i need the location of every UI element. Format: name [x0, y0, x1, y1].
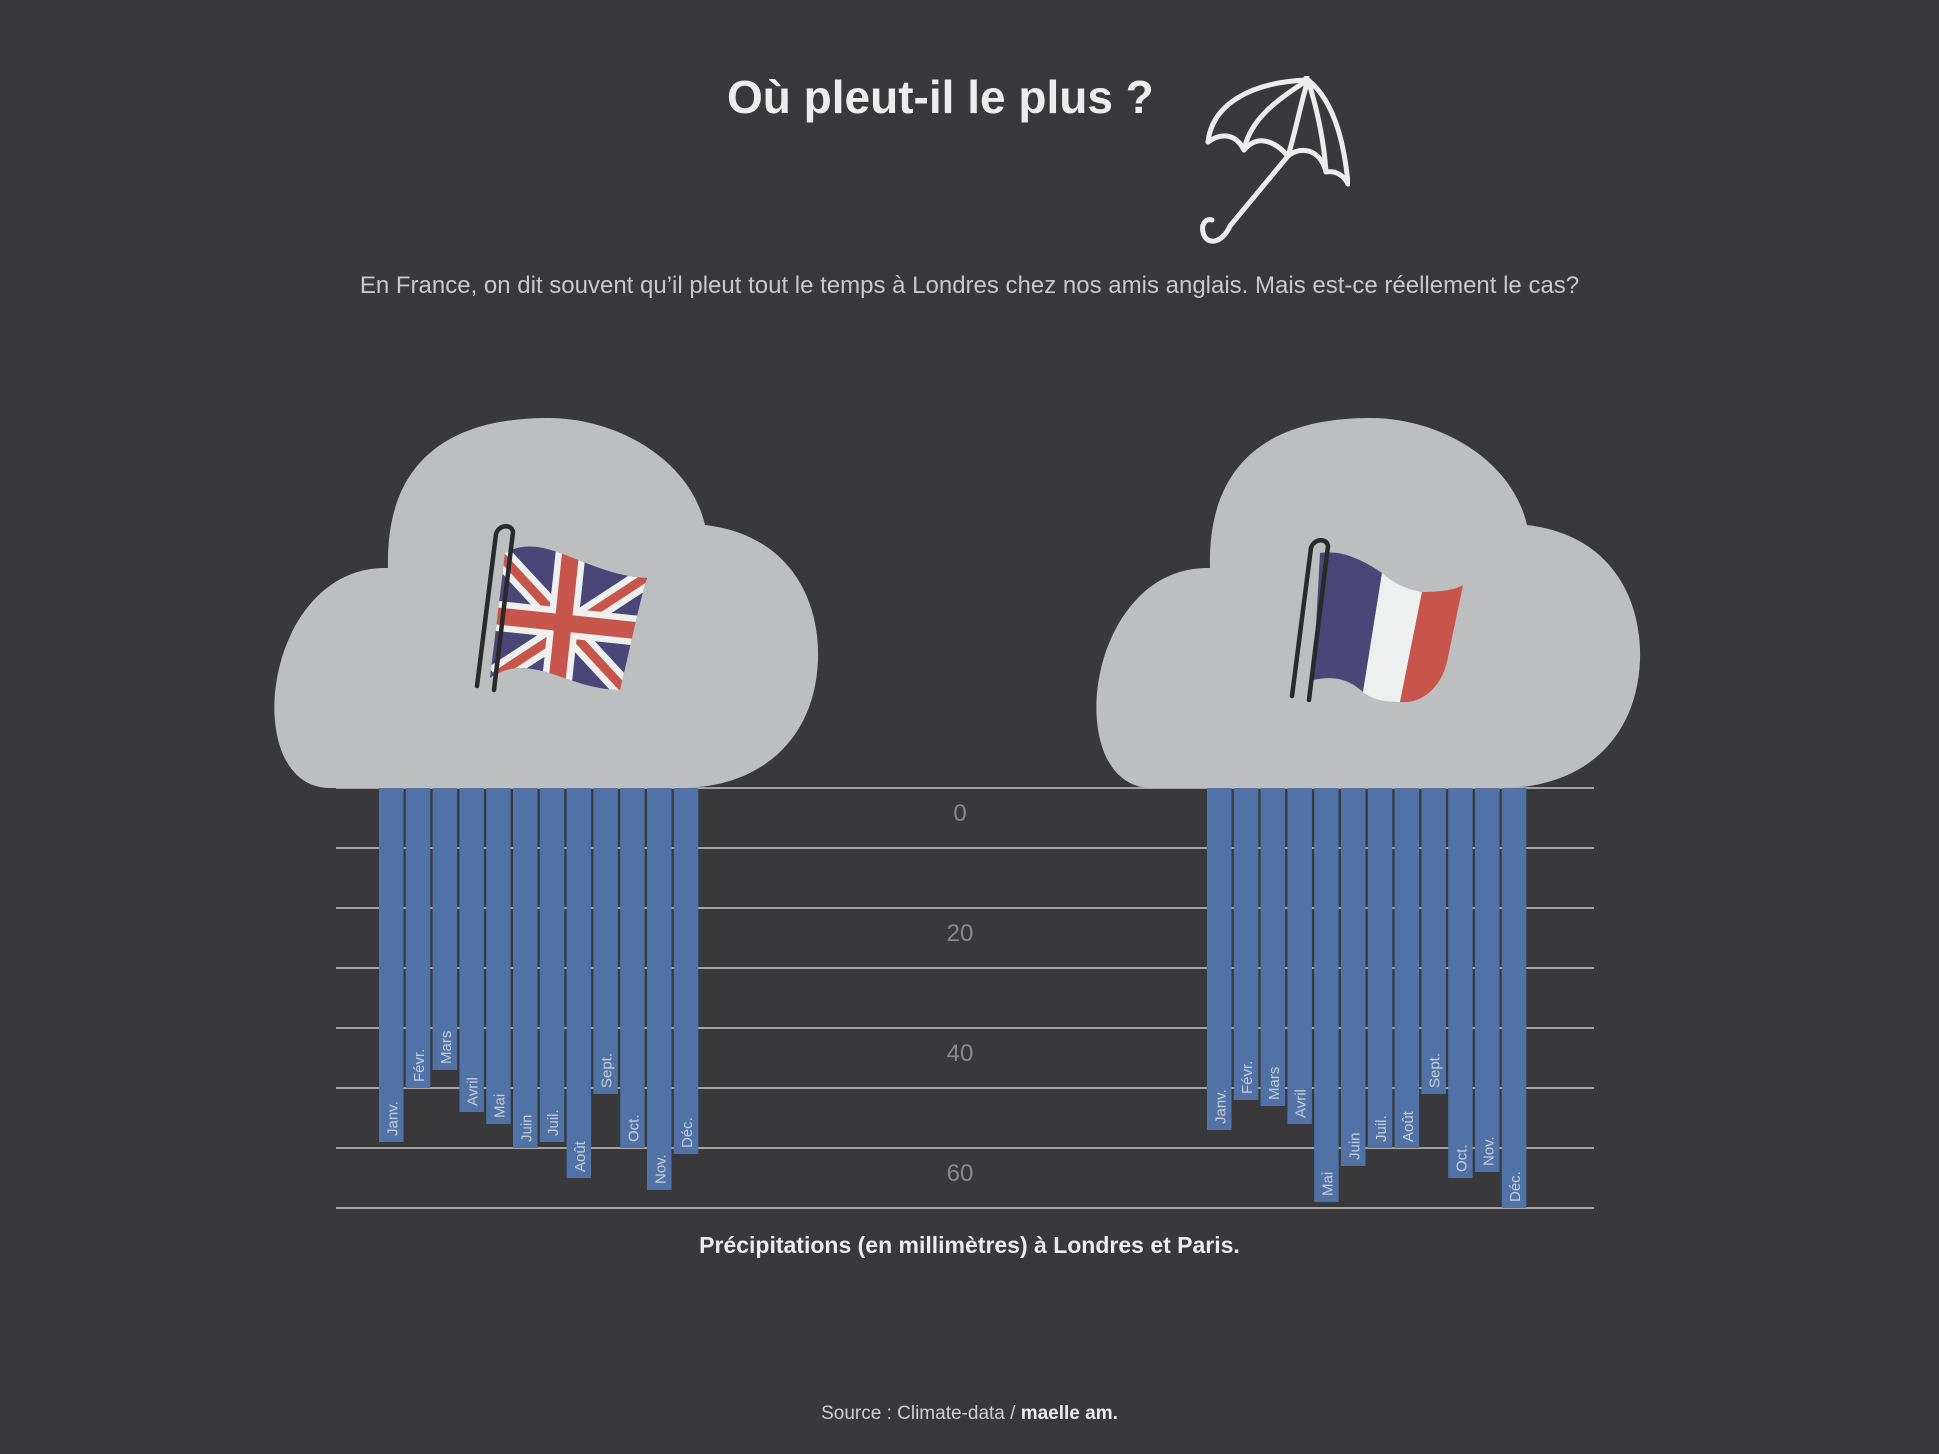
- month-label: Avril: [1293, 1089, 1310, 1118]
- bar: [1501, 788, 1527, 1208]
- source-prefix: Source : Climate-data /: [821, 1403, 1021, 1424]
- bar: [432, 788, 458, 1070]
- y-tick-label: 20: [947, 920, 974, 947]
- month-label: Févr.: [411, 1049, 428, 1082]
- france-flag-icon: [1289, 538, 1463, 703]
- month-label: Déc.: [679, 1117, 696, 1148]
- month-label: Sept.: [1427, 1053, 1444, 1088]
- bar: [379, 788, 404, 1142]
- bar: [647, 788, 672, 1190]
- bar: [1260, 788, 1286, 1106]
- month-label: Janv.: [384, 1101, 401, 1136]
- umbrella-icon: [1200, 76, 1350, 244]
- y-tick-labels: 0 20 40 60: [947, 800, 974, 1187]
- month-label: Mai: [491, 1094, 508, 1118]
- bar: [539, 788, 565, 1142]
- bar: [673, 788, 699, 1154]
- bar: [1475, 788, 1500, 1172]
- bar: [566, 788, 592, 1178]
- month-label: Mars: [438, 1031, 455, 1064]
- bar: [593, 788, 618, 1094]
- bar: [620, 788, 645, 1148]
- month-label: Janv.: [1212, 1089, 1229, 1124]
- bar: [1341, 788, 1366, 1166]
- month-label: Mai: [1319, 1172, 1336, 1196]
- y-tick-label: 0: [953, 800, 966, 827]
- month-label: Août: [572, 1140, 589, 1172]
- month-label: Oct.: [1453, 1144, 1470, 1172]
- bar: [1314, 788, 1339, 1202]
- series-paris: Janv. Févr. Mars Avril Mai Juin Juil. Août Sept.…: [1207, 788, 1527, 1208]
- bar: [1448, 788, 1473, 1178]
- month-label: Déc.: [1507, 1171, 1524, 1202]
- bars: Janv. Févr. Mars Avril Mai Juin Juil. Août Sept.…: [379, 788, 1527, 1208]
- month-label: Août: [1400, 1110, 1417, 1142]
- page-title: Où pleut-il le plus ?: [727, 71, 1154, 123]
- month-label: Juil.: [545, 1109, 562, 1136]
- month-label: Mars: [1266, 1067, 1283, 1100]
- bar: [459, 788, 484, 1112]
- month-label: Févr.: [1239, 1061, 1256, 1094]
- month-label: Juin: [1346, 1132, 1363, 1160]
- bar: [1207, 788, 1232, 1130]
- uk-flag-icon: [474, 524, 647, 693]
- bar: [1233, 788, 1259, 1100]
- month-label: Nov.: [1480, 1136, 1497, 1166]
- bar: [1394, 788, 1420, 1148]
- bar: [1421, 788, 1446, 1094]
- y-tick-label: 60: [947, 1160, 974, 1187]
- series-londres: Janv. Févr. Mars Avril Mai Juin Juil. Août Sept.…: [379, 788, 699, 1190]
- month-label: Sept.: [599, 1053, 616, 1088]
- source-author: maelle am.: [1020, 1403, 1118, 1424]
- bar: [1287, 788, 1312, 1124]
- chart-caption: Précipitations (en millimètres) à Londre…: [699, 1232, 1240, 1258]
- y-tick-label: 40: [947, 1040, 974, 1067]
- month-label: Nov.: [652, 1154, 669, 1184]
- subtitle: En France, on dit souvent qu’il pleut to…: [359, 272, 1580, 299]
- bar: [1367, 788, 1393, 1148]
- month-label: Juin: [518, 1114, 535, 1142]
- month-label: Oct.: [625, 1114, 642, 1142]
- month-label: Juil.: [1373, 1115, 1390, 1142]
- month-label: Avril: [465, 1077, 482, 1106]
- bar: [486, 788, 511, 1124]
- bar: [405, 788, 431, 1088]
- source-credit: Source : Climate-data / maelle am.: [0, 1403, 1939, 1425]
- bar: [513, 788, 538, 1148]
